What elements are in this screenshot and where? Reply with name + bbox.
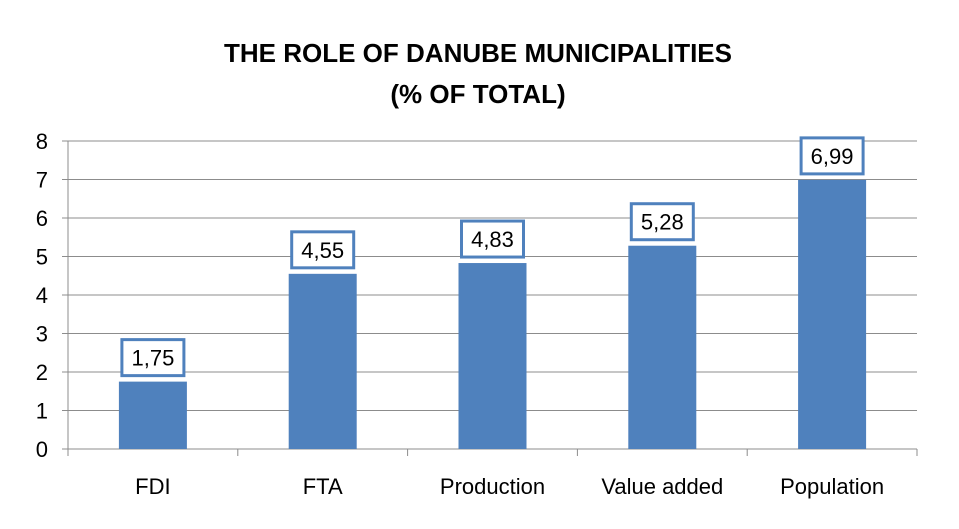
bar <box>288 273 357 449</box>
y-tick-label: 2 <box>36 360 48 385</box>
chart-title: THE ROLE OF DANUBE MUNICIPALITIES (% OF … <box>224 38 732 109</box>
data-label-box <box>120 338 186 378</box>
bar <box>118 381 187 449</box>
y-tick-label: 3 <box>36 322 48 347</box>
x-category-label: Population <box>780 474 884 499</box>
y-tick-label: 0 <box>36 437 48 462</box>
data-label-box <box>460 219 525 259</box>
bar <box>458 263 527 449</box>
data-label-box <box>799 136 865 176</box>
x-category-label: FDI <box>135 474 170 499</box>
chart-title-line-1: THE ROLE OF DANUBE MUNICIPALITIES <box>224 38 732 68</box>
data-label-box <box>290 230 356 270</box>
chart-title-line-2: (% OF TOTAL) <box>390 79 565 109</box>
x-axis-category-labels: FDI FTA Production Value added Population <box>135 474 884 499</box>
x-category-label: FTA <box>303 474 343 499</box>
y-tick-label: 6 <box>36 206 48 231</box>
bar <box>628 245 697 449</box>
data-label: 1,75 <box>131 346 174 371</box>
data-label: 5,28 <box>641 210 684 235</box>
data-label: 6,99 <box>811 144 854 169</box>
data-label-box <box>629 202 695 242</box>
y-tick-label: 5 <box>36 245 48 270</box>
bar <box>798 179 867 449</box>
y-tick-label: 1 <box>36 399 48 424</box>
bars <box>118 179 867 449</box>
y-tick-label: 8 <box>36 129 48 154</box>
x-category-label: Value added <box>601 474 723 499</box>
data-labels: 1,75 4,55 4,83 5,28 6,99 <box>120 136 865 378</box>
data-label: 4,55 <box>301 238 344 263</box>
y-tick-label: 4 <box>36 283 48 308</box>
x-category-label: Production <box>440 474 545 499</box>
y-axis-tick-labels: 0 1 2 3 4 5 6 7 8 <box>36 129 48 462</box>
y-tick-label: 7 <box>36 168 48 193</box>
data-label: 4,83 <box>471 227 514 252</box>
